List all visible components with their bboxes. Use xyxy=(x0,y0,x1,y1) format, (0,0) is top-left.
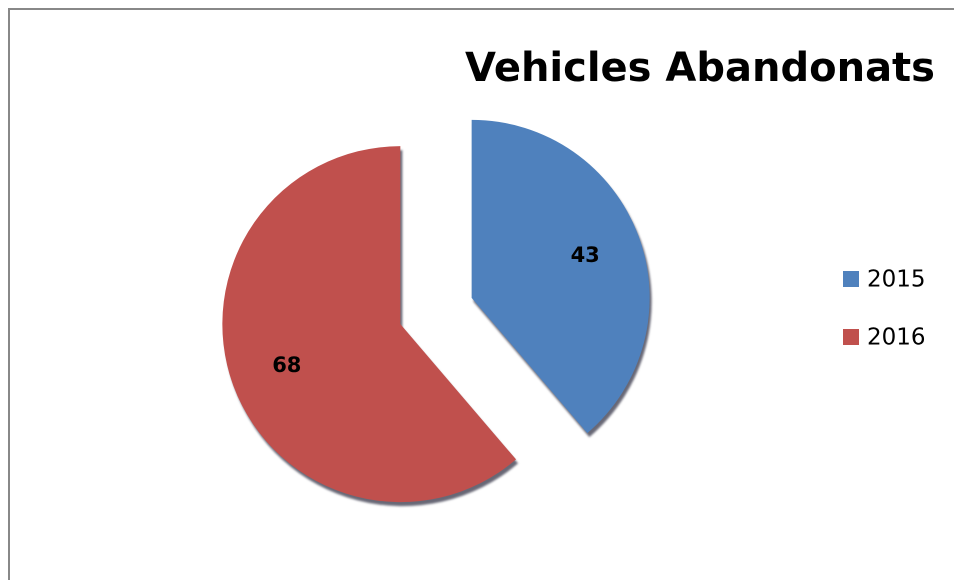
legend-label: 2015 xyxy=(867,267,926,293)
chart-title: Vehicles Abandonats xyxy=(465,45,935,91)
legend-label: 2016 xyxy=(867,325,926,351)
data-label: 68 xyxy=(272,353,301,377)
legend-swatch xyxy=(843,271,859,287)
pie-slice xyxy=(471,119,650,434)
data-label: 43 xyxy=(571,243,600,267)
legend-swatch xyxy=(843,329,859,345)
pie-slice xyxy=(222,146,517,503)
